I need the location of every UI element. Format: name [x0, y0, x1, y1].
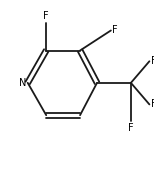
Text: F: F	[128, 123, 134, 133]
Text: F: F	[151, 56, 154, 66]
Text: F: F	[112, 25, 118, 35]
Text: F: F	[43, 11, 49, 21]
Text: N: N	[19, 78, 26, 88]
Text: F: F	[151, 99, 154, 109]
